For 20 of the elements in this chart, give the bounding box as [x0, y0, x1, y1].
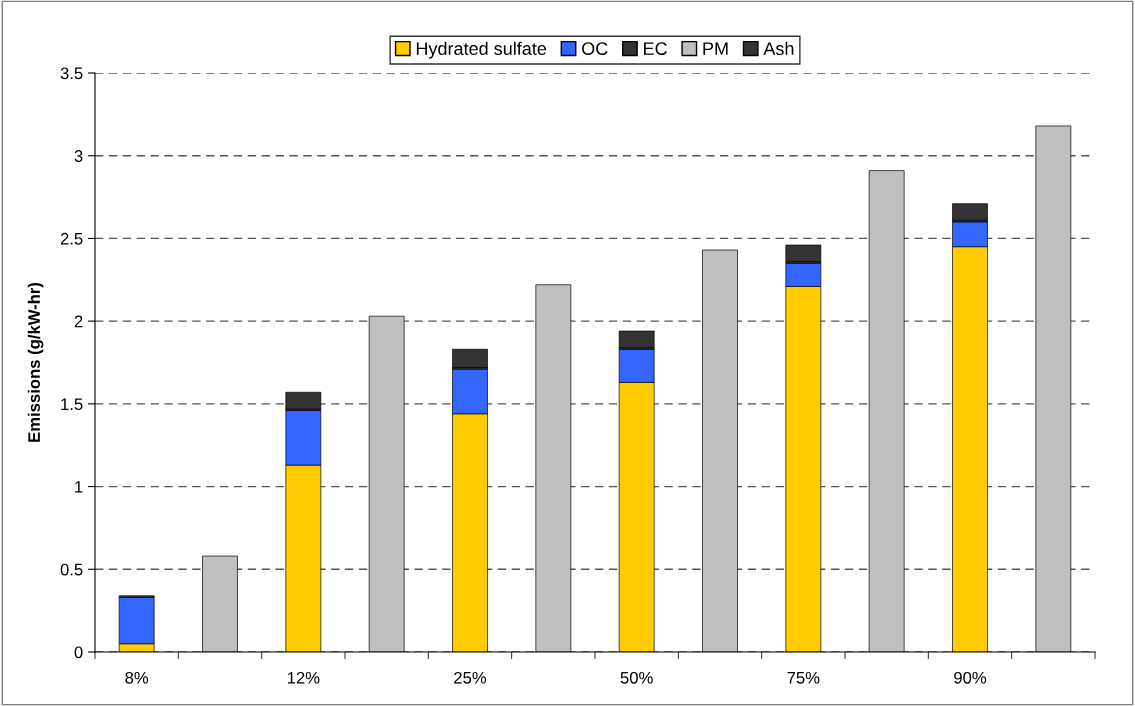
y-tick-label: 0	[74, 646, 83, 659]
x-tick-label: 25%	[454, 671, 487, 684]
y-tick-label: 3	[74, 150, 83, 162]
legend-label: OC	[582, 42, 608, 55]
legend-label: EC	[644, 42, 667, 55]
legend-label: Ash	[763, 41, 794, 55]
y-tick-label: 2	[74, 315, 83, 328]
x-tick-label: 12%	[287, 671, 320, 684]
y-tick-label: 1	[75, 481, 83, 493]
legend-label: Hydrated sulfate	[416, 41, 547, 59]
x-tick-label: 50%	[620, 671, 653, 684]
x-tick-label: 75%	[787, 671, 820, 684]
legend-label: PM	[703, 42, 728, 55]
y-tick-label: 1.5	[61, 398, 83, 411]
y-tick-label: 3.5	[60, 67, 83, 80]
y-tick-label: 2.5	[60, 232, 83, 245]
x-tick-label: 90%	[954, 671, 987, 684]
y-tick-label: 0.5	[60, 563, 83, 576]
y-axis-title: Emissions (g/kW-hr)	[27, 282, 44, 442]
x-tick-label: 8%	[125, 671, 149, 684]
